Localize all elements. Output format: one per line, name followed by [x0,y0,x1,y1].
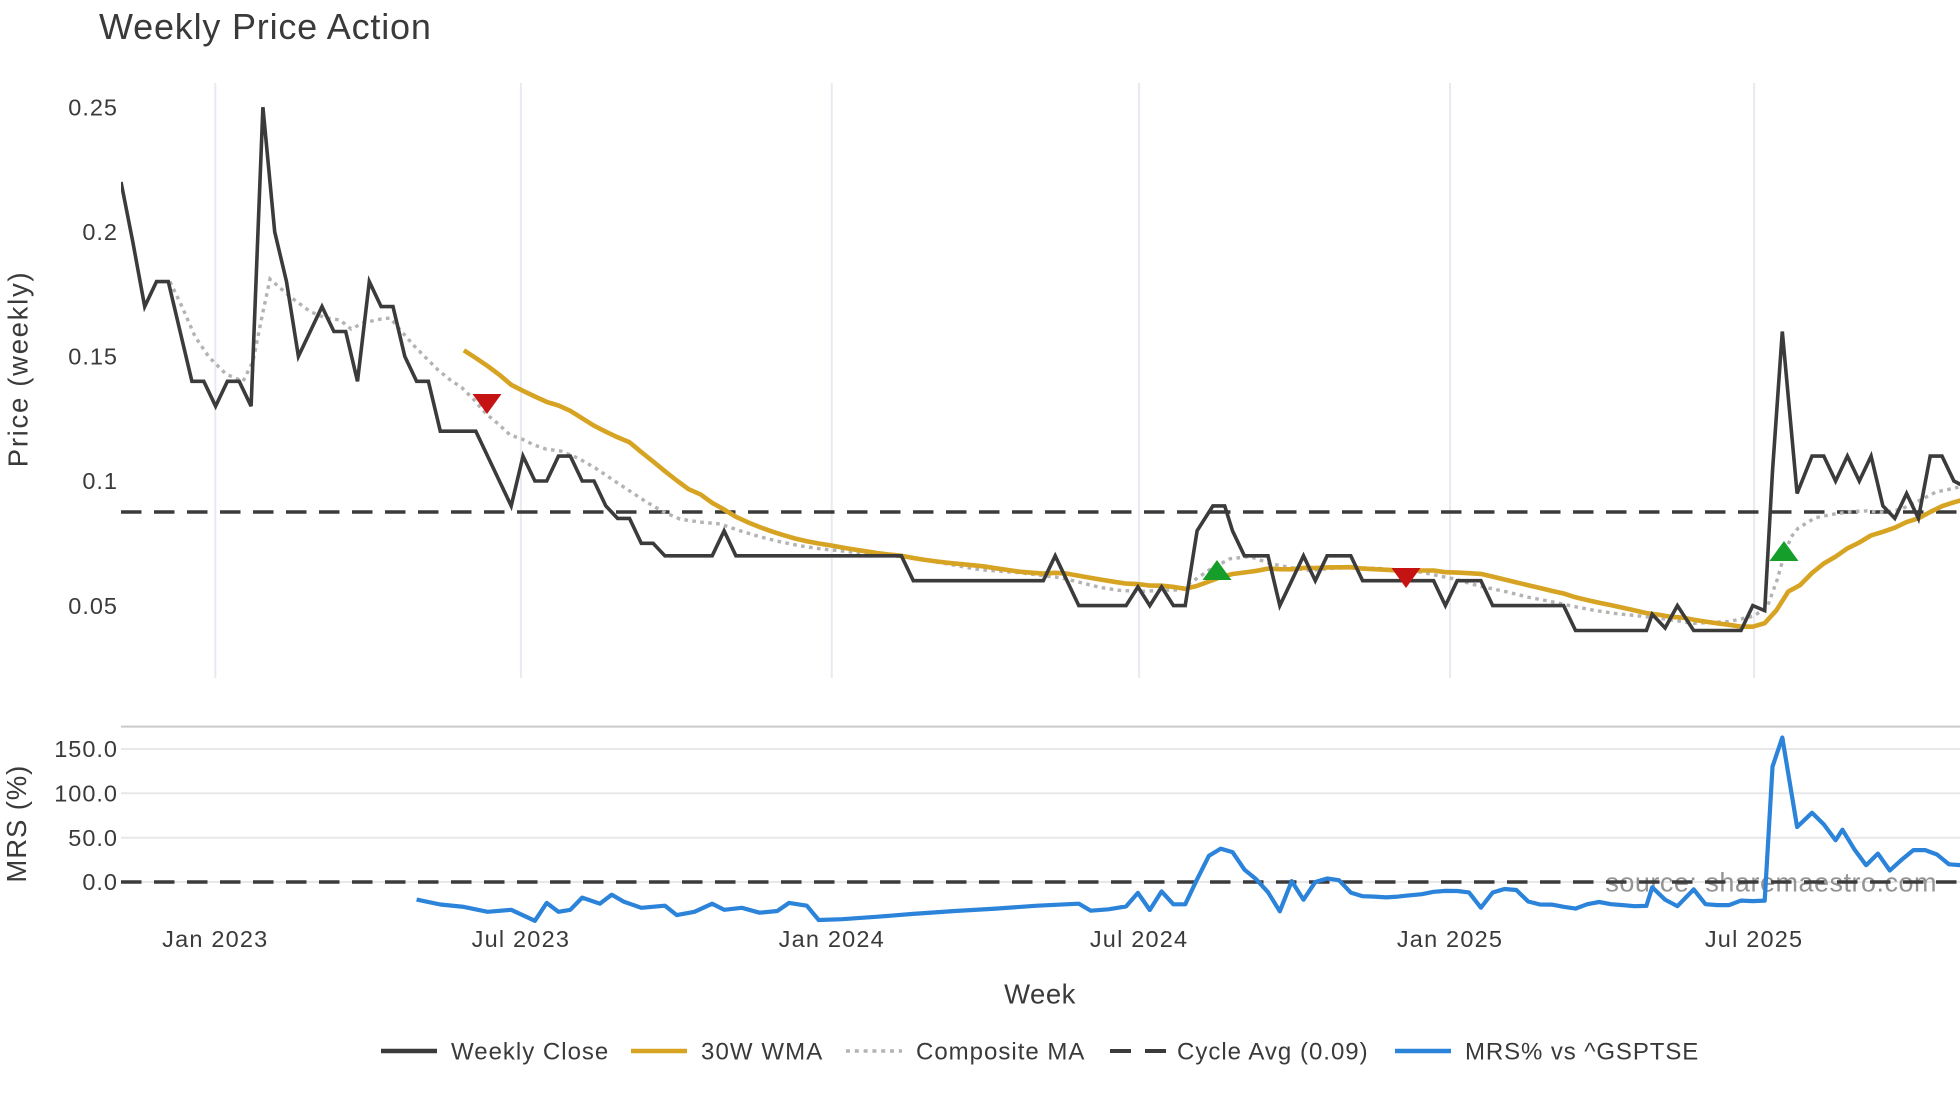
svg-text:0.15: 0.15 [68,344,118,370]
svg-text:30W WMA: 30W WMA [701,1038,823,1065]
svg-text:Week: Week [1004,979,1076,1010]
svg-text:Jan 2024: Jan 2024 [779,926,885,952]
svg-text:0.2: 0.2 [82,219,118,245]
svg-text:0.05: 0.05 [68,593,118,619]
svg-text:100.0: 100.0 [54,781,118,807]
svg-text:Cycle Avg (0.09): Cycle Avg (0.09) [1177,1038,1369,1065]
svg-text:Price (weekly): Price (weekly) [2,271,33,467]
svg-text:0.25: 0.25 [68,94,118,120]
svg-text:Jul 2024: Jul 2024 [1090,926,1188,952]
svg-text:Jan 2025: Jan 2025 [1397,926,1503,952]
svg-text:MRS (%): MRS (%) [1,765,32,883]
svg-text:Weekly Close: Weekly Close [451,1038,609,1065]
svg-text:50.0: 50.0 [68,825,118,851]
svg-text:Jul 2025: Jul 2025 [1705,926,1803,952]
svg-text:Composite MA: Composite MA [916,1038,1085,1065]
svg-text:0.0: 0.0 [82,869,118,895]
svg-text:150.0: 150.0 [54,736,118,762]
svg-text:Jul 2023: Jul 2023 [472,926,570,952]
svg-text:0.1: 0.1 [82,468,118,494]
svg-text:Weekly Price Action: Weekly Price Action [99,6,432,47]
svg-text:Jan 2023: Jan 2023 [162,926,268,952]
svg-text:MRS% vs ^GSPTSE: MRS% vs ^GSPTSE [1465,1038,1699,1065]
